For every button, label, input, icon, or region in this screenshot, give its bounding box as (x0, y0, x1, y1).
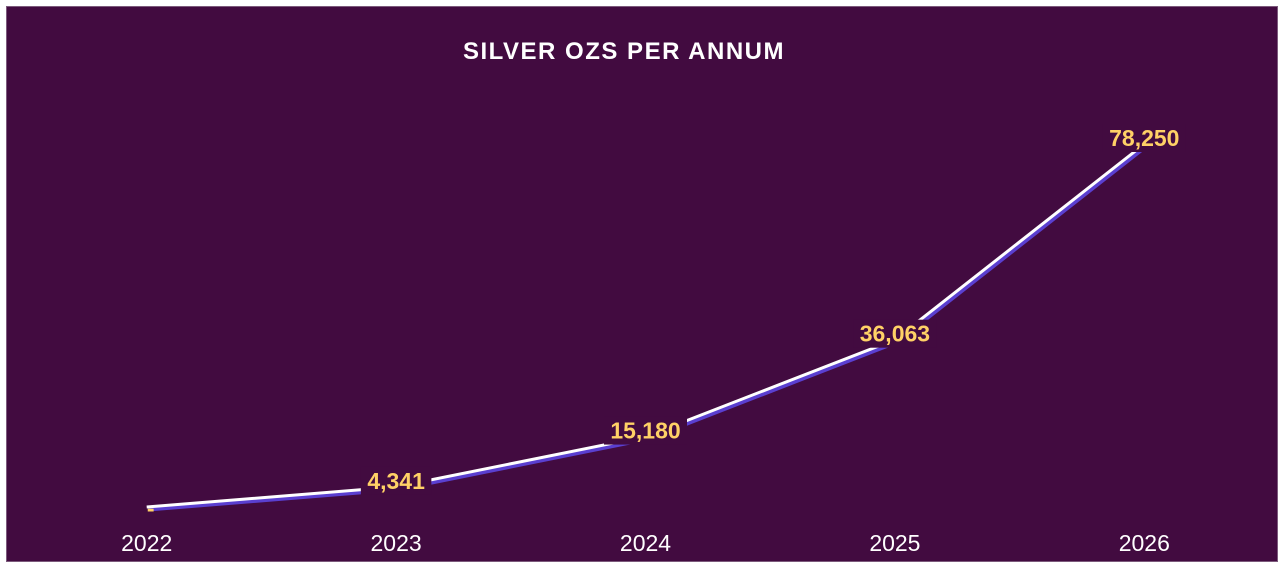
data-label-2022: - (147, 495, 155, 521)
chart-svg: SILVER OZS PER ANNUM - 4,341 15,180 36,063 7… (121, 38, 1186, 556)
series-line-shadow (148, 144, 1148, 512)
data-label-2025: 36,063 (860, 321, 930, 347)
data-label-2026: 78,250 (1109, 125, 1179, 151)
chart-frame: SILVER OZS PER ANNUM - 4,341 15,180 36,063 7… (6, 6, 1278, 562)
data-label-bg-2026 (1102, 124, 1186, 152)
x-tick-2026: 2026 (1119, 530, 1170, 556)
chart-title: SILVER OZS PER ANNUM (463, 38, 785, 65)
data-label-2024: 15,180 (610, 418, 680, 444)
x-axis-ticks: 2022 2023 2024 2025 2026 (121, 530, 1170, 556)
data-labels: - 4,341 15,180 36,063 78,250 (147, 124, 1186, 521)
x-tick-2023: 2023 (371, 530, 422, 556)
data-label-bg-2024 (604, 416, 687, 445)
drop-lines (395, 158, 1145, 507)
x-tick-2025: 2025 (869, 530, 920, 556)
data-label-2023: 4,341 (367, 468, 425, 494)
series-line-group (146, 142, 1148, 512)
x-tick-2024: 2024 (620, 530, 671, 556)
data-label-bg-2023 (360, 466, 432, 495)
data-label-bg-2025 (853, 319, 937, 348)
x-tick-2022: 2022 (121, 530, 172, 556)
